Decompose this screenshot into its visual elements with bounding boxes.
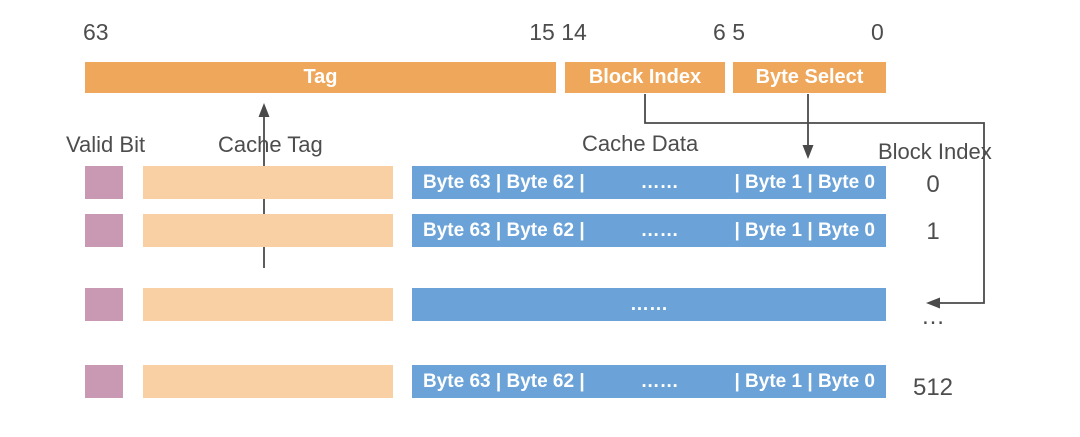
cache-tag-cell [143,214,393,247]
cache-tag-cell [143,288,393,321]
valid-bit-cell [85,288,123,321]
data-center-text: …… [640,370,679,392]
valid-bit-cell [85,166,123,199]
data-left-text: Byte 63 | Byte 62 | [423,370,585,392]
bit-label-0: 0 [871,19,884,45]
cache-data-cell: …… [412,288,886,321]
byte-select-down-arrow [802,94,814,159]
valid-bit-cell [85,365,123,398]
block-index-elbow-arrow [644,94,985,309]
header-cache-data: Cache Data [582,131,699,156]
block-index-value: 0 [926,171,940,198]
block-index-value: … [921,303,945,330]
address-field-tag: Tag [85,62,556,93]
data-left-text: Byte 63 | Byte 62 | [423,171,585,193]
data-right-text: | Byte 1 | Byte 0 [734,219,875,241]
cache-data-cell: Byte 63 | Byte 62 | …… | Byte 1 | Byte 0 [412,166,886,199]
bit-label-15-14: 15 14 [529,19,587,45]
data-right-text: | Byte 1 | Byte 0 [734,171,875,193]
cache-data-cell: Byte 63 | Byte 62 | …… | Byte 1 | Byte 0 [412,365,886,398]
data-left-text: Byte 63 | Byte 62 | [423,219,585,241]
address-field-byte-select: Byte Select [733,62,886,93]
data-right-text: | Byte 1 | Byte 0 [734,370,875,392]
valid-bit-cell [85,214,123,247]
address-field-block-index: Block Index [565,62,725,93]
block-index-value: 512 [912,374,954,401]
data-center-text: …… [630,293,668,315]
data-center-text: …… [640,171,679,193]
cache-tag-cell [143,166,393,199]
bit-label-6-5: 6 5 [713,19,745,45]
bit-label-63: 63 [83,19,109,45]
data-center-text: …… [640,219,679,241]
block-index-value: 1 [926,218,940,245]
cache-tag-cell [143,365,393,398]
cache-data-cell: Byte 63 | Byte 62 | …… | Byte 1 | Byte 0 [412,214,886,247]
header-block-index: Block Index [878,139,992,164]
header-valid-bit: Valid Bit [66,132,146,157]
header-cache-tag: Cache Tag [218,132,323,157]
